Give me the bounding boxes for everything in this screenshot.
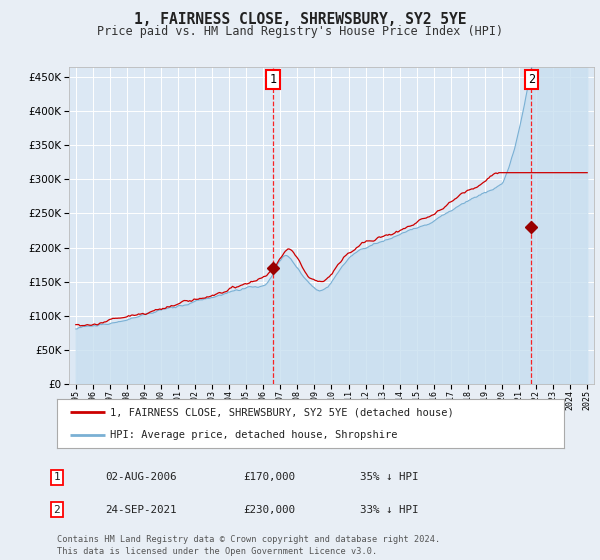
Text: HPI: Average price, detached house, Shropshire: HPI: Average price, detached house, Shro…	[110, 430, 398, 440]
Text: 35% ↓ HPI: 35% ↓ HPI	[360, 472, 419, 482]
Text: 2: 2	[528, 73, 535, 86]
Text: 33% ↓ HPI: 33% ↓ HPI	[360, 505, 419, 515]
Text: 2: 2	[53, 505, 61, 515]
Text: Price paid vs. HM Land Registry's House Price Index (HPI): Price paid vs. HM Land Registry's House …	[97, 25, 503, 38]
Text: 24-SEP-2021: 24-SEP-2021	[105, 505, 176, 515]
Text: £230,000: £230,000	[243, 505, 295, 515]
Text: 1, FAIRNESS CLOSE, SHREWSBURY, SY2 5YE: 1, FAIRNESS CLOSE, SHREWSBURY, SY2 5YE	[134, 12, 466, 27]
Text: 1, FAIRNESS CLOSE, SHREWSBURY, SY2 5YE (detached house): 1, FAIRNESS CLOSE, SHREWSBURY, SY2 5YE (…	[110, 407, 454, 417]
Text: 1: 1	[53, 472, 61, 482]
Text: £170,000: £170,000	[243, 472, 295, 482]
Text: 1: 1	[269, 73, 277, 86]
Text: Contains HM Land Registry data © Crown copyright and database right 2024.
This d: Contains HM Land Registry data © Crown c…	[57, 535, 440, 556]
Text: 02-AUG-2006: 02-AUG-2006	[105, 472, 176, 482]
